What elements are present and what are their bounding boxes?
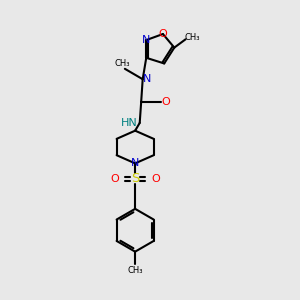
Text: CH₃: CH₃ [115,59,130,68]
Text: O: O [158,29,167,39]
Text: HN: HN [121,118,138,128]
Text: N: N [143,74,151,84]
Text: CH₃: CH₃ [128,266,143,275]
Text: N: N [131,158,139,168]
Text: CH₃: CH₃ [184,33,200,42]
Text: N: N [142,35,150,45]
Text: S: S [131,172,139,185]
Text: O: O [161,97,170,106]
Text: O: O [110,174,119,184]
Text: O: O [152,174,160,184]
